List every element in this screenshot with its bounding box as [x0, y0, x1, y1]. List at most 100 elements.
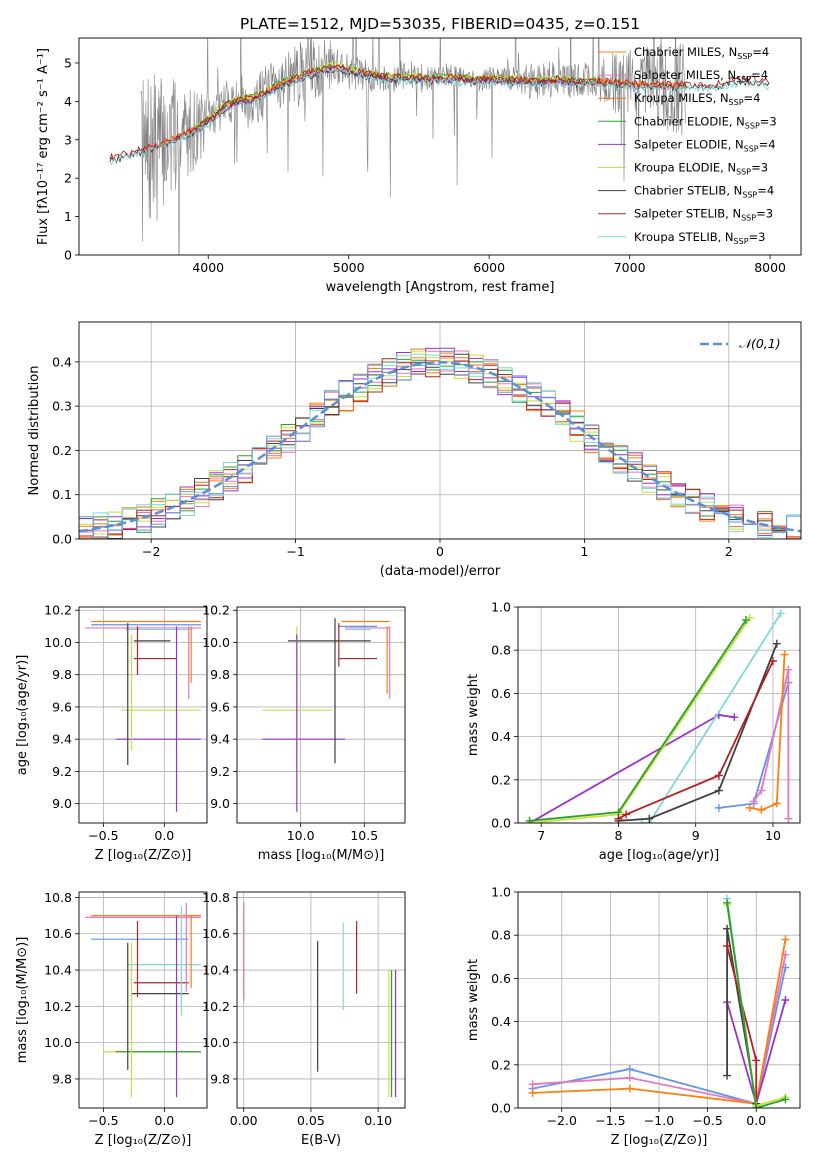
- weight_vs_age-plot: [525, 609, 793, 823]
- legend-label: Salpeter ELODIE, NSSP=4: [634, 137, 776, 153]
- y-tick-label: 10.6: [44, 926, 72, 941]
- x-axis-label: Z [log₁₀(Z/Z⊙)]: [95, 1133, 192, 1148]
- weight-point-marker: [776, 609, 785, 618]
- weight-series-line: [641, 613, 782, 823]
- y-tick-label: 4: [64, 94, 72, 109]
- y-tick-label: 0.0: [491, 1101, 511, 1116]
- x-tick-label: 6000: [473, 260, 505, 275]
- y-tick-label: 10.2: [44, 603, 72, 618]
- weight-series-line: [726, 902, 786, 1108]
- x-tick-label: 2: [725, 544, 733, 559]
- x-tick-label: 8: [614, 828, 622, 843]
- spectrum-legend: Chabrier MILES, NSSP=4 Salpeter MILES, NS…: [598, 45, 777, 246]
- x-tick-label: 0.05: [297, 1113, 325, 1128]
- spectrum-model-line: [109, 66, 770, 166]
- x-tick-label: 9: [692, 828, 700, 843]
- age_vs_mass-axes: 10.0 10.5 9.0 9.2 9.4 9.6 9.8 10.0 10.2 mass [log…: [202, 603, 405, 863]
- x-tick-label: 0: [436, 544, 444, 559]
- x-tick-label: −1: [286, 544, 304, 559]
- x-tick-label: 0.0: [154, 1113, 174, 1128]
- x-tick-label: 0.0: [154, 828, 174, 843]
- y-tick-label: 0.2: [491, 1057, 511, 1072]
- spectrum-frame: [78, 37, 802, 256]
- weight-point-marker: [757, 806, 766, 815]
- legend-label: Chabrier MILES, NSSP=4: [634, 45, 769, 61]
- residuals-frame: [78, 321, 802, 540]
- x-tick-label: 10.0: [287, 828, 315, 843]
- age_vs_z-axes: −0.5 0.0 9.0 9.2 9.4 9.6 9.8 10.0 10.2 Z [log₁₀(Z…: [15, 603, 207, 863]
- spectrum-model-line: [193, 64, 601, 130]
- mass_vs_ebv-axes: 0.00 0.05 0.10 9.8 10.0 10.2 10.4 10.6 10.8 E(B-V…: [202, 890, 405, 1148]
- x-tick-label: −1.5: [595, 1113, 625, 1128]
- mass_vs_z-plot: [85, 902, 201, 1098]
- y-tick-label: 0.8: [491, 643, 511, 658]
- y-tick-label: 10.8: [44, 890, 72, 905]
- weight-series-line: [752, 669, 790, 819]
- weight-point-marker: [784, 665, 793, 674]
- y-tick-label: 9.2: [52, 764, 72, 779]
- x-tick-label: −0.5: [692, 1113, 722, 1128]
- age_vs_z-frame: [78, 606, 208, 824]
- weight_vs_z-plot: [528, 894, 790, 1108]
- y-tick-label: 0.0: [491, 816, 511, 831]
- mass_vs_z-frame: [78, 891, 208, 1109]
- y-tick-label: 10.8: [202, 890, 230, 905]
- y-tick-label: 2: [64, 171, 72, 186]
- y-tick-label: 9.4: [210, 732, 230, 747]
- y-axis-label: mass weight: [466, 674, 481, 756]
- x-tick-label: 4000: [192, 260, 224, 275]
- weight-point-marker: [622, 810, 631, 819]
- spectrum-model-line: [109, 64, 770, 162]
- x-tick-label: −2.0: [547, 1113, 577, 1128]
- weight-point-marker: [723, 942, 732, 950]
- legend-label: Salpeter STELIB, NSSP=3: [634, 207, 773, 223]
- legend-label: Chabrier STELIB, NSSP=4: [634, 184, 774, 200]
- weight-point-marker: [757, 786, 766, 795]
- y-tick-label: 10.4: [202, 963, 230, 978]
- legend-label: Kroupa ELODIE, NSSP=3: [634, 161, 768, 177]
- y-tick-label: 10.6: [202, 926, 230, 941]
- weight-point-marker: [745, 803, 754, 812]
- weight_vs_z-frame: [517, 891, 801, 1109]
- legend-label: Kroupa STELIB, NSSP=3: [634, 230, 765, 246]
- x-tick-label: 1: [580, 544, 588, 559]
- spectrum-plot: [109, 38, 770, 255]
- y-tick-label: 10.0: [44, 635, 72, 650]
- y-tick-label: 10.2: [202, 603, 230, 618]
- normal-reference-curve: [79, 361, 801, 533]
- x-axis-label: mass [log₁₀(M/M⊙)]: [258, 848, 385, 863]
- weight-point-marker: [784, 814, 793, 823]
- x-tick-label: 10: [765, 828, 781, 843]
- x-tick-label: −0.5: [88, 828, 118, 843]
- y-axis-label: Flux [fλ10⁻¹⁷ erg cm⁻² s⁻¹ A⁻¹]: [36, 48, 51, 245]
- x-tick-label: 10.5: [350, 828, 378, 843]
- x-tick-label: 0.0: [746, 1113, 766, 1128]
- weight-point-marker: [528, 1080, 537, 1089]
- x-tick-label: 7: [537, 828, 545, 843]
- weight-point-marker: [781, 1095, 790, 1104]
- y-tick-label: 9.0: [52, 796, 72, 811]
- x-axis-label: Z [log₁₀(Z/Z⊙)]: [611, 1133, 708, 1148]
- spectrum-axes: 4000 5000 6000 7000 8000 0 1 2 3 4 5 wavelength [An…: [36, 48, 786, 295]
- weight-series-line: [618, 643, 778, 822]
- y-tick-label: 9.6: [52, 699, 72, 714]
- x-axis-label: wavelength [Angstrom, rest frame]: [326, 280, 555, 295]
- weight-point-marker: [714, 786, 723, 795]
- legend-label: 𝒩(0,1): [739, 336, 781, 351]
- weight-point-marker: [645, 814, 654, 823]
- y-tick-label: 0.6: [491, 686, 511, 701]
- weight-point-marker: [752, 1056, 761, 1065]
- y-tick-label: 1: [64, 209, 72, 224]
- y-tick-label: 1.0: [491, 600, 511, 615]
- residuals-legend: 𝒩(0,1): [700, 336, 781, 351]
- y-tick-label: 1.0: [491, 885, 511, 900]
- weight-point-marker: [772, 799, 781, 808]
- y-axis-label: mass [log₁₀(M/M⊙)]: [15, 937, 30, 1064]
- weight-point-marker: [637, 819, 646, 823]
- weight_vs_age-frame: [517, 606, 801, 824]
- x-tick-label: −0.5: [88, 1113, 118, 1128]
- y-tick-label: 5: [64, 55, 72, 70]
- residuals-plot: [79, 347, 801, 539]
- weight-point-marker: [614, 814, 623, 823]
